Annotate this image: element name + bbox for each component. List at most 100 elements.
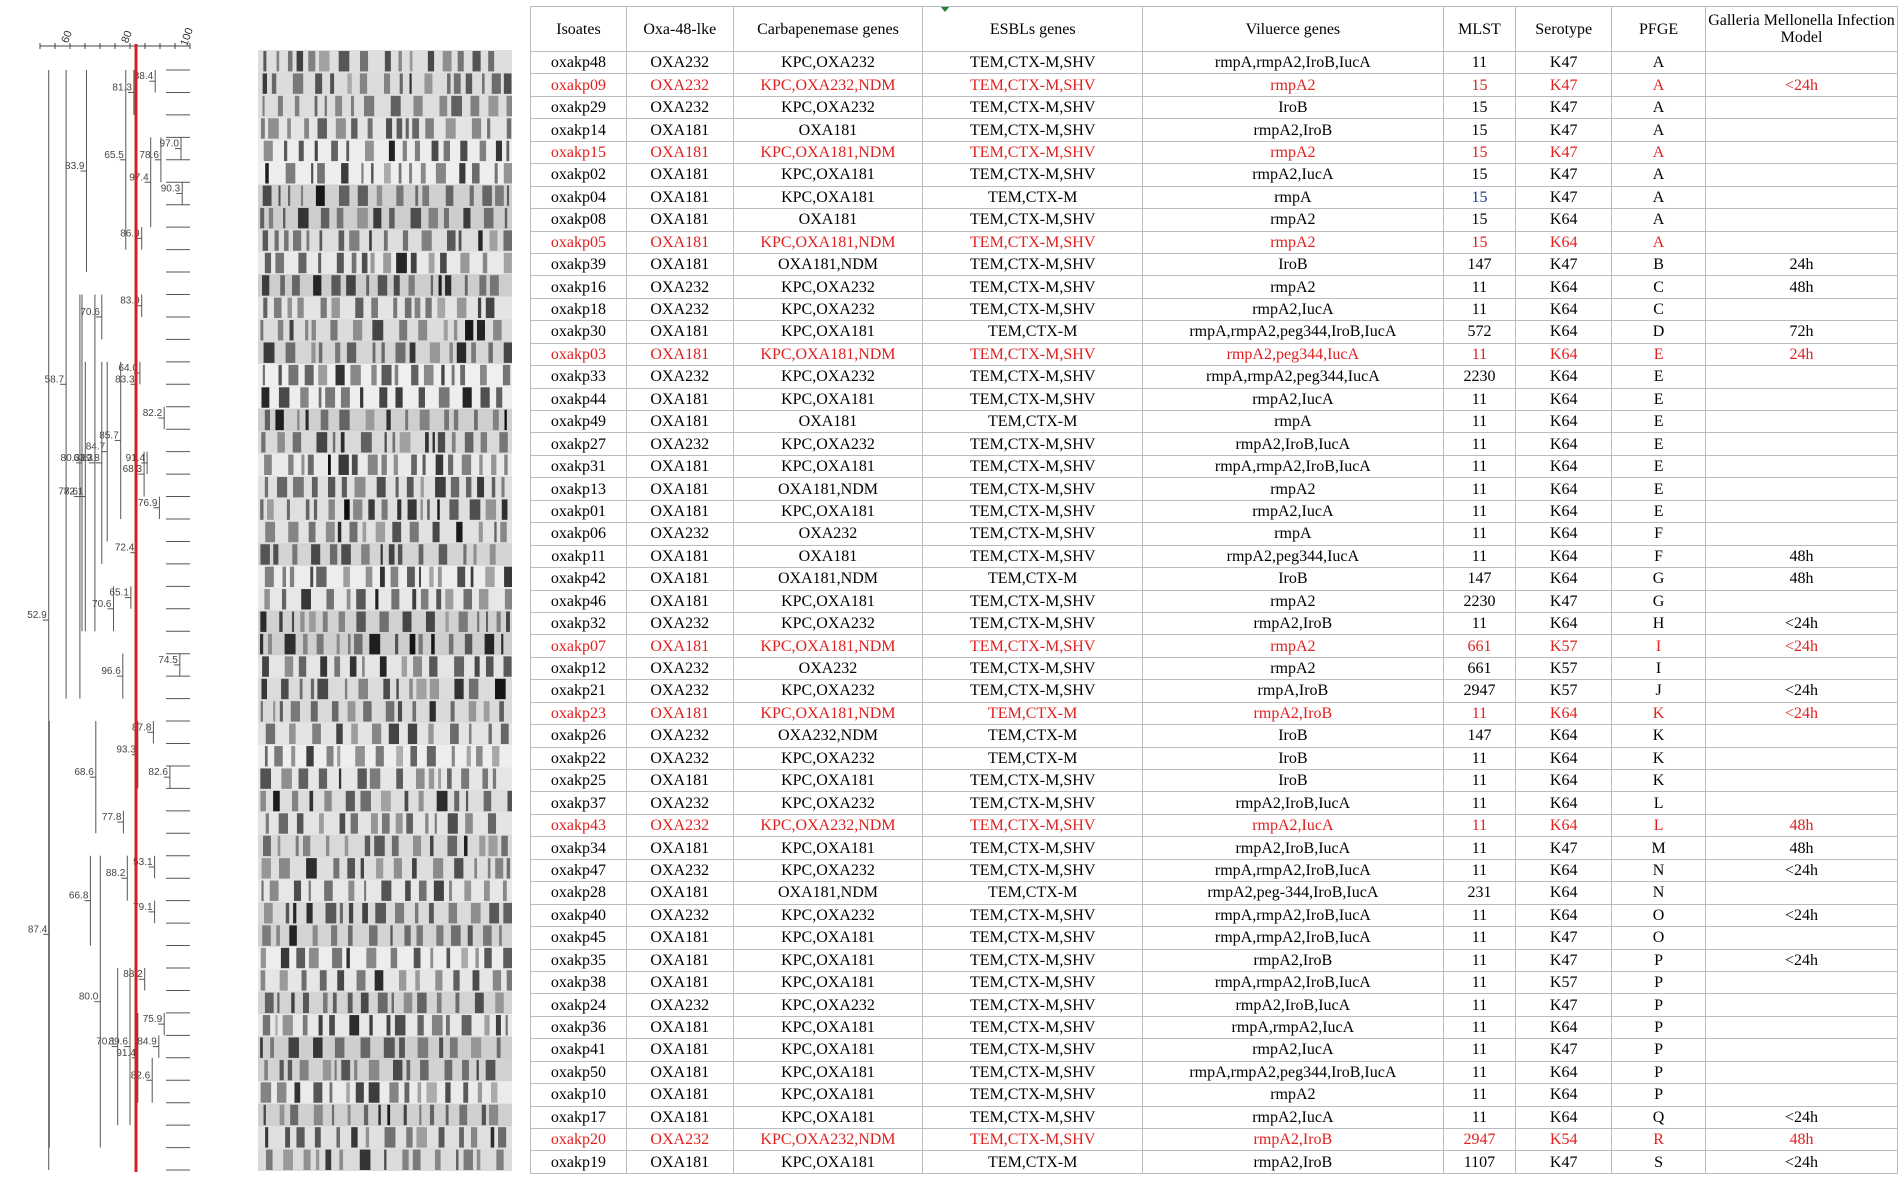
mlst-cell: 11 [1442, 275, 1517, 299]
mlst-cell: 11 [1442, 342, 1517, 367]
virulence-cell: IroB [1142, 252, 1444, 277]
carbapenemase-cell: KPC,OXA181 [732, 970, 924, 995]
virulence-cell: rmpA2,IucA [1142, 1038, 1444, 1062]
pfge-cell: F [1611, 544, 1706, 569]
pfge-cell: K [1611, 701, 1706, 726]
mlst-cell: 15 [1442, 95, 1517, 120]
gel-lane [258, 72, 512, 95]
serotype-cell: K64 [1515, 342, 1613, 367]
esbl-cell: TEM,CTX-M,SHV [922, 544, 1144, 569]
mlst-cell: 11 [1442, 297, 1517, 322]
galleria-cell [1705, 230, 1898, 254]
gel-lane [258, 94, 512, 118]
dendrogram-node-label: 80.0 [79, 992, 99, 1003]
isolate-cell: oxakp24 [530, 993, 627, 1017]
pfge-cell: L [1611, 791, 1706, 815]
dendrogram-node-label: 97.4 [129, 172, 149, 183]
dendrogram-node-label: 64.0 [118, 363, 138, 374]
virulence-cell: rmpA,rmpA2,IucA [1142, 1015, 1444, 1040]
virulence-cell: rmpA2,IroB,IucA [1142, 836, 1444, 860]
isolate-cell: oxakp28 [530, 881, 627, 905]
pfge-cell: G [1611, 567, 1706, 591]
gel-lane [258, 341, 512, 364]
pfge-cell: A [1611, 95, 1706, 120]
gel-lane [258, 319, 512, 342]
mlst-cell: 11 [1442, 477, 1517, 501]
isolate-cell: oxakp46 [530, 589, 627, 613]
gel-lane [258, 834, 512, 858]
virulence-cell: rmpA2,IucA [1142, 499, 1444, 524]
pfge-cell: J [1611, 679, 1706, 703]
pfge-cell: E [1611, 365, 1706, 389]
virulence-cell: rmpA2,IroB,IucA [1142, 993, 1444, 1017]
esbl-cell: TEM,CTX-M,SHV [922, 1083, 1144, 1107]
table-row: oxakp21 OXA232 KPC,OXA232 TEM,CTX-M,SHV rmpA… [530, 679, 1898, 703]
header-serotype: Serotype [1515, 6, 1613, 52]
oxa-cell: OXA181 [625, 1083, 734, 1107]
table-row: oxakp33 OXA232 KPC,OXA232 TEM,CTX-M,SHV rmpA… [530, 365, 1898, 389]
carbapenemase-cell: KPC,OXA181 [732, 1015, 924, 1040]
serotype-cell: K54 [1515, 1127, 1613, 1152]
galleria-cell: 48h [1705, 813, 1898, 838]
mlst-cell: 231 [1442, 881, 1517, 905]
serotype-cell: K64 [1515, 387, 1613, 412]
dendrogram-node-label: 88.2 [106, 868, 126, 879]
pfge-cell: D [1611, 320, 1706, 344]
esbl-cell: TEM,CTX-M,SHV [922, 365, 1144, 389]
dendrogram-node-label: 68.3 [123, 464, 143, 475]
galleria-cell [1705, 522, 1898, 546]
virulence-cell: rmpA2 [1142, 73, 1444, 97]
serotype-cell: K64 [1515, 768, 1613, 793]
isolate-cell: oxakp27 [530, 432, 627, 456]
gel-lane [258, 363, 512, 387]
oxa-cell: OXA181 [625, 701, 734, 726]
table-row: oxakp12 OXA232 OXA232 TEM,CTX-M,SHV rmpA2 661… [530, 656, 1898, 681]
pfge-cell: C [1611, 275, 1706, 299]
serotype-cell: K64 [1515, 611, 1613, 636]
carbapenemase-cell: KPC,OXA232 [732, 791, 924, 815]
dendrogram-node-label: 66.8 [69, 891, 89, 902]
pfge-cell: O [1611, 926, 1706, 950]
pfge-cell: Q [1611, 1105, 1706, 1130]
dendrogram-node-label: 89.6 [109, 1037, 129, 1048]
gel-lane [258, 117, 512, 140]
esbl-cell: TEM,CTX-M [922, 746, 1144, 771]
gel-lane [258, 722, 512, 746]
mlst-cell: 11 [1442, 387, 1517, 412]
pfge-cell: O [1611, 903, 1706, 928]
oxa-cell: OXA181 [625, 252, 734, 277]
oxa-cell: OXA232 [625, 1127, 734, 1152]
mlst-cell: 1107 [1442, 1150, 1517, 1174]
serotype-cell: K47 [1515, 589, 1613, 613]
esbl-cell: TEM,CTX-M,SHV [922, 118, 1144, 142]
esbl-cell: TEM,CTX-M [922, 881, 1144, 905]
serotype-cell: K64 [1515, 701, 1613, 726]
oxa-cell: OXA232 [625, 679, 734, 703]
serotype-cell: K64 [1515, 858, 1613, 883]
oxa-cell: OXA232 [625, 724, 734, 748]
oxa-cell: OXA181 [625, 387, 734, 412]
dendrogram-node-label: 85.7 [99, 430, 119, 441]
gel-lane [258, 588, 512, 611]
galleria-cell [1705, 409, 1898, 434]
table-row: oxakp17 OXA181 KPC,OXA181 TEM,CTX-M,SHV rmpA… [530, 1105, 1898, 1130]
table-row: oxakp47 OXA232 KPC,OXA232 TEM,CTX-M,SHV rmpA… [530, 858, 1898, 883]
galleria-cell: <24h [1705, 701, 1898, 726]
galleria-cell [1705, 297, 1898, 322]
dendrogram-node-label: 91.4 [116, 1048, 136, 1059]
oxa-cell: OXA181 [625, 409, 734, 434]
mlst-cell: 147 [1442, 567, 1517, 591]
dendrogram-node-label: 86.9 [120, 228, 140, 239]
dendrogram-node-label: 87.4 [28, 924, 48, 935]
dendrogram-node-label: 93.3 [116, 745, 136, 756]
galleria-cell [1705, 477, 1898, 501]
pfge-cell: P [1611, 993, 1706, 1017]
carbapenemase-cell: KPC,OXA181,NDM [732, 634, 924, 658]
mlst-cell: 11 [1442, 499, 1517, 524]
table-row: oxakp02 OXA181 KPC,OXA181 TEM,CTX-M,SHV rmpA… [530, 163, 1898, 187]
oxa-cell: OXA181 [625, 970, 734, 995]
mlst-cell: 661 [1442, 656, 1517, 681]
table-row: oxakp25 OXA181 KPC,OXA181 TEM,CTX-M,SHV IroB… [530, 768, 1898, 793]
serotype-cell: K57 [1515, 634, 1613, 658]
